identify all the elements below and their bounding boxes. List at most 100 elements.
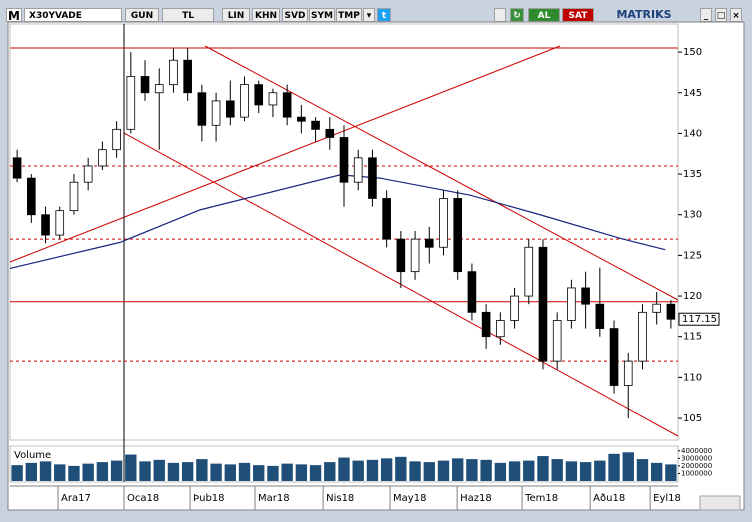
- candle-body: [169, 59, 178, 86]
- volume-bar: [324, 462, 336, 481]
- x-tick-label: Tem18: [524, 493, 558, 504]
- candle-body: [183, 59, 192, 94]
- x-tick-label: Ara17: [61, 493, 91, 504]
- volume-bar: [650, 462, 663, 481]
- volume-bar: [537, 456, 549, 481]
- volume-bar: [551, 459, 563, 481]
- candle-body: [12, 157, 22, 179]
- x-tick-label: Nis18: [326, 493, 354, 504]
- candle-body: [282, 92, 292, 118]
- candle-body: [538, 246, 548, 362]
- x-tick-label: Þub18: [193, 493, 224, 504]
- volume-bar: [196, 459, 208, 481]
- volume-bar: [494, 462, 507, 481]
- volume-bar: [181, 462, 194, 481]
- volume-tick-label: 4000000: [681, 447, 712, 455]
- volume-bar: [452, 458, 464, 481]
- volume-bar: [636, 459, 649, 481]
- candle-body: [240, 84, 249, 118]
- volume-bar: [466, 459, 478, 481]
- volume-bar: [54, 464, 66, 481]
- candle-body: [41, 214, 50, 236]
- candle-body: [225, 100, 235, 118]
- candle-body: [98, 149, 107, 167]
- x-tick-label: Eyl18: [653, 493, 681, 504]
- price-panel: [9, 23, 679, 441]
- y-tick-label: 150: [683, 47, 702, 58]
- candle-body: [339, 137, 349, 183]
- candle-body: [254, 84, 264, 106]
- candle-body: [311, 120, 320, 130]
- y-tick-label: 135: [683, 169, 702, 180]
- volume-bar: [224, 464, 236, 481]
- volume-bar: [153, 459, 165, 481]
- candle-body: [496, 320, 505, 338]
- last-price-box: [678, 312, 720, 326]
- volume-tick-label: 2000000: [681, 462, 712, 470]
- candle-body: [595, 303, 605, 329]
- candle-body: [83, 165, 93, 183]
- x-tick-label: May18: [393, 493, 426, 504]
- volume-bar: [295, 464, 308, 481]
- volume-bar: [480, 459, 492, 481]
- candle-body: [268, 92, 278, 106]
- volume-bar: [25, 462, 38, 481]
- candle-body: [325, 128, 335, 138]
- candle-body: [112, 128, 121, 151]
- volume-bar: [125, 454, 137, 481]
- candle-body: [197, 92, 207, 126]
- y-tick-label: 110: [683, 372, 702, 383]
- candle-body: [481, 311, 491, 338]
- volume-bar: [82, 463, 94, 481]
- candle-body: [467, 271, 477, 313]
- x-tick-label: Aðu18: [593, 493, 625, 504]
- volume-bar: [39, 461, 52, 481]
- moving-average: [9, 174, 666, 269]
- y-tick-label: 120: [683, 291, 702, 302]
- volume-bar: [338, 457, 350, 481]
- candle-body: [666, 303, 676, 320]
- candle-body: [211, 100, 221, 126]
- candle-body: [567, 287, 576, 321]
- volume-bar: [523, 460, 535, 481]
- y-tick-label: 115: [683, 332, 702, 343]
- candle-body: [623, 360, 633, 386]
- volume-bar: [253, 465, 265, 481]
- candle-body: [396, 238, 406, 273]
- volume-bar: [579, 462, 592, 481]
- volume-bar: [267, 465, 279, 481]
- last-price-label: 117.15: [682, 314, 717, 325]
- candle-body: [581, 287, 590, 305]
- candle-body: [410, 238, 420, 273]
- candle-body: [297, 116, 306, 122]
- volume-bar: [238, 462, 251, 481]
- candle-body: [140, 76, 150, 94]
- volume-bar: [409, 461, 421, 481]
- y-tick-label: 105: [683, 413, 702, 424]
- x-tick-label: Haz18: [460, 493, 492, 504]
- candle-body: [353, 157, 363, 183]
- volume-bar: [395, 456, 407, 481]
- candle-body: [27, 177, 36, 216]
- volume-bar: [11, 465, 23, 481]
- volume-bar: [68, 465, 80, 481]
- x-tick-label: Oca18: [127, 493, 159, 504]
- candle-body: [609, 328, 619, 386]
- candle-body: [510, 295, 519, 321]
- y-tick-label: 140: [683, 128, 702, 139]
- volume-bar: [352, 460, 364, 481]
- candle-body: [638, 311, 647, 362]
- candle-body: [382, 198, 391, 240]
- scroll-control[interactable]: [699, 495, 741, 511]
- volume-bar: [565, 461, 578, 481]
- volume-bar: [608, 453, 620, 481]
- x-tick-label: Mar18: [258, 493, 290, 504]
- candle-body: [55, 210, 65, 236]
- brand-logo: MATRIKS: [616, 8, 672, 21]
- volume-bar: [437, 460, 450, 481]
- volume-bar: [423, 462, 435, 481]
- candle-body: [69, 181, 79, 212]
- y-tick-label: 145: [683, 88, 702, 99]
